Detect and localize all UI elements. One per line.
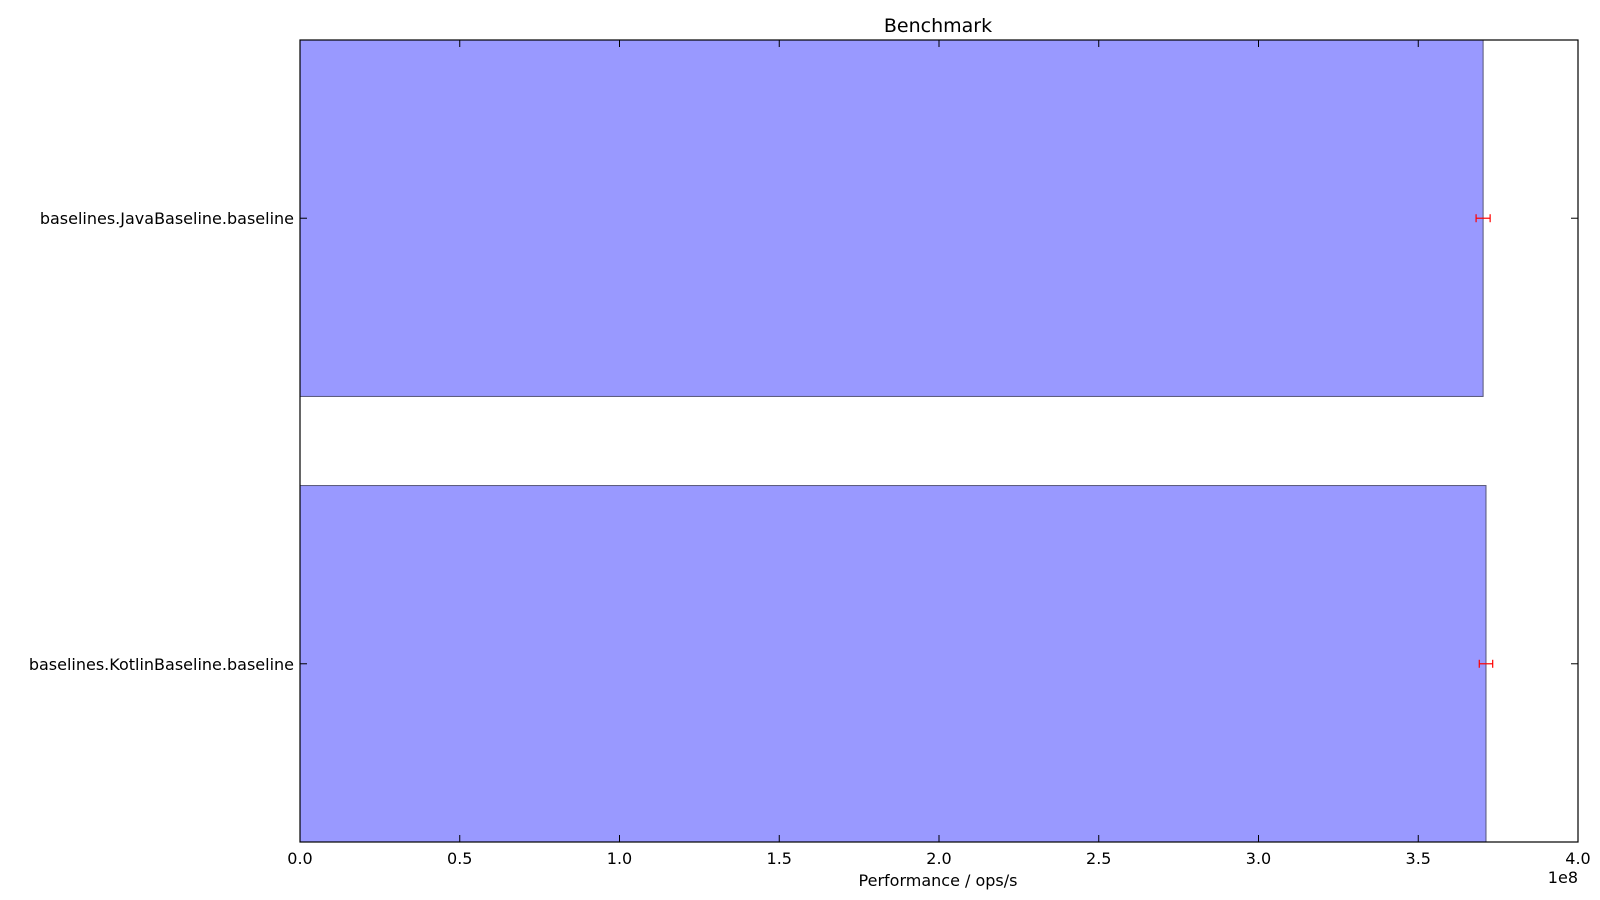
- x-tick-labels: 0.0 0.5 1.0 1.5 2.0 2.5 3.0 3.5 4.0: [287, 849, 1590, 868]
- category-label-0: baselines.JavaBaseline.baseline: [40, 209, 294, 228]
- bars-layer: [299, 39, 1487, 843]
- error-bar-1: [1478, 659, 1494, 668]
- x-scale-offset-label: 1e8: [1548, 868, 1578, 887]
- chart-title: Benchmark: [884, 15, 992, 37]
- x-tick-label-6: 3.0: [1246, 849, 1271, 868]
- x-tick-label-0: 0.0: [287, 849, 312, 868]
- x-tick-label-2: 1.0: [607, 849, 632, 868]
- bar-0: [299, 39, 1484, 397]
- bar-1: [299, 485, 1487, 843]
- x-axis-label: Performance / ops/s: [859, 871, 1018, 890]
- x-tick-label-1: 0.5: [447, 849, 472, 868]
- error-bars-layer: [1475, 214, 1494, 668]
- category-labels: baselines.JavaBaseline.baseline baselines…: [29, 209, 294, 674]
- ticks-layer: [299, 40, 1579, 842]
- x-tick-label-7: 3.5: [1406, 849, 1431, 868]
- error-bar-0: [1475, 214, 1491, 223]
- x-tick-label-5: 2.5: [1086, 849, 1111, 868]
- category-label-1: baselines.KotlinBaseline.baseline: [29, 655, 294, 674]
- x-tick-label-3: 1.5: [767, 849, 792, 868]
- x-tick-label-8: 4.0: [1565, 849, 1590, 868]
- x-tick-label-4: 2.0: [926, 849, 951, 868]
